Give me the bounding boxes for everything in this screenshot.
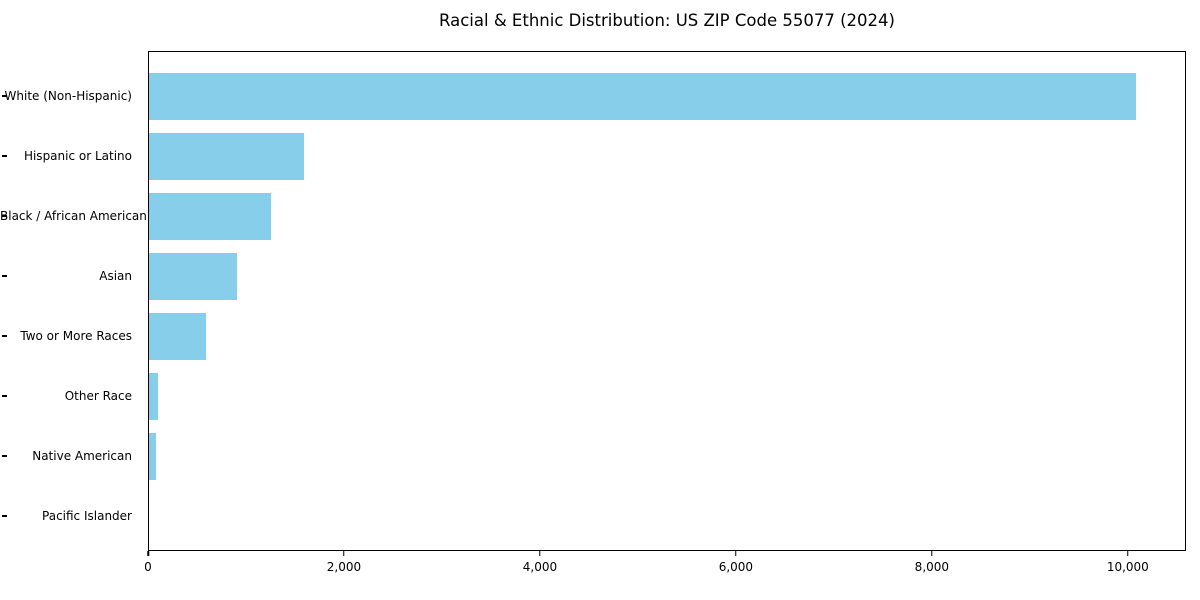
x-tick-label: 8,000 — [914, 560, 950, 574]
bar-row — [149, 487, 1185, 547]
x-tick — [539, 551, 541, 556]
plot-area — [148, 51, 1186, 551]
chart-title: Racial & Ethnic Distribution: US ZIP Cod… — [439, 11, 895, 30]
x-tick — [343, 551, 345, 556]
y-tick-label: Asian — [99, 269, 132, 283]
y-axis: White (Non-Hispanic) Hispanic or Latino Bl… — [0, 51, 147, 551]
x-tick — [1127, 551, 1129, 556]
y-tick — [2, 215, 7, 217]
y-tick — [2, 395, 7, 397]
bar-two-or-more-races — [149, 313, 206, 360]
y-tick-label: Black / African American — [0, 209, 147, 223]
y-tick-label: Pacific Islander — [42, 509, 132, 523]
bar-row — [149, 427, 1185, 487]
x-tick — [735, 551, 737, 556]
bar-row — [149, 127, 1185, 187]
bar-other-race — [149, 373, 158, 420]
y-tick — [2, 275, 7, 277]
x-tick-label: 0 — [144, 560, 152, 574]
y-tick — [2, 95, 7, 97]
bar-row — [149, 67, 1185, 127]
x-tick-label: 4,000 — [522, 560, 558, 574]
y-tick — [2, 155, 7, 157]
y-tick-label: Native American — [32, 449, 132, 463]
y-tick — [2, 515, 7, 517]
x-axis: 0 2,000 4,000 6,000 8,000 10,000 — [144, 551, 1186, 595]
y-tick-label: Hispanic or Latino — [23, 149, 132, 163]
bar-row — [149, 367, 1185, 427]
y-tick-label: White (Non-Hispanic) — [4, 89, 132, 103]
bar-hispanic-or-latino — [149, 133, 304, 180]
bar-row — [149, 307, 1185, 367]
y-tick-label: Two or More Races — [20, 329, 132, 343]
y-tick — [2, 335, 7, 337]
bar-white-non-hispanic — [149, 73, 1136, 120]
bar-row — [149, 247, 1185, 307]
bar-native-american — [149, 433, 157, 480]
bar-asian — [149, 253, 238, 300]
x-tick-label: 2,000 — [326, 560, 362, 574]
bar-row — [149, 187, 1185, 247]
bar-black-african-american — [149, 193, 271, 240]
x-tick-label: 10,000 — [1106, 560, 1149, 574]
y-tick — [2, 455, 7, 457]
x-tick — [931, 551, 933, 556]
x-tick-label: 6,000 — [718, 560, 754, 574]
x-tick — [147, 551, 149, 556]
y-tick-label: Other Race — [64, 389, 132, 403]
